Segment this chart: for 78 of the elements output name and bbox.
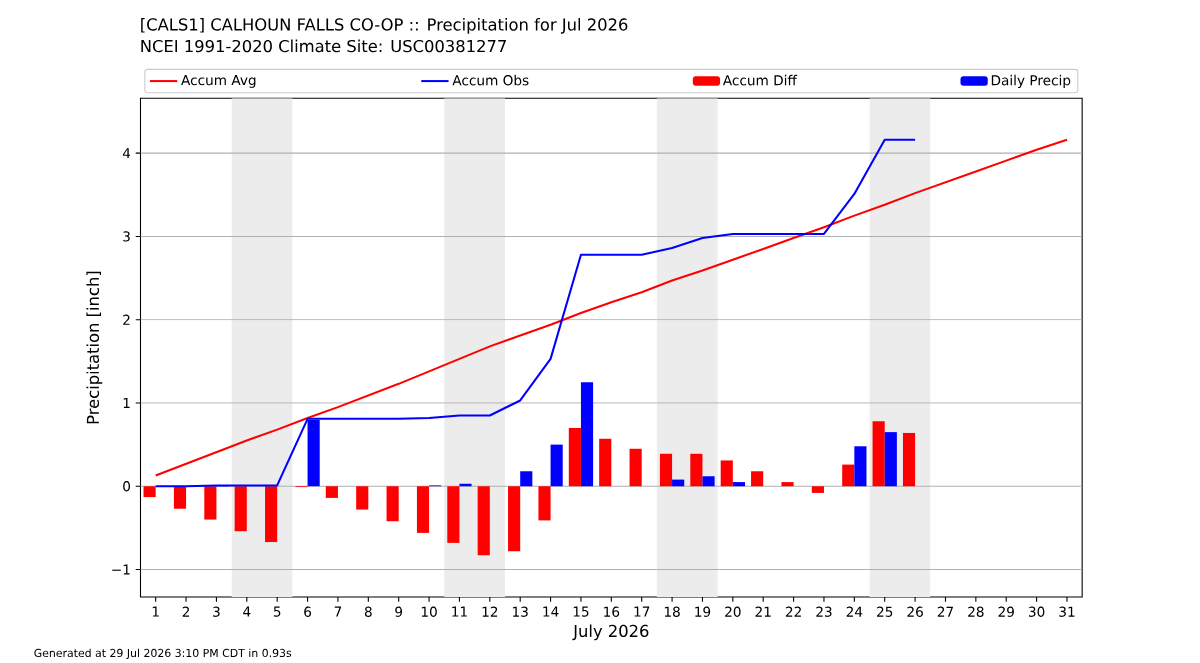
bar	[143, 486, 156, 498]
bar	[538, 486, 551, 521]
x-tick-label: 5	[273, 606, 281, 617]
x-tick-label: 2	[182, 606, 190, 617]
bar	[204, 486, 217, 520]
x-tick-label: 21	[755, 606, 771, 617]
x-tick-label: 7	[334, 606, 342, 617]
x-tick-label: 17	[634, 606, 650, 617]
x-tick-label: 4	[243, 606, 251, 617]
chart-title: [CALS1] CALHOUN FALLS CO-OP :: Precipitation for Jul 2026	[141, 18, 628, 34]
bar	[629, 448, 642, 487]
x-tick-label: 14	[543, 606, 559, 617]
x-tick-label: 9	[395, 606, 403, 618]
legend-label: Accum Avg	[181, 75, 256, 88]
y-tick-label: 1	[123, 398, 130, 409]
x-tick-label: 27	[937, 606, 953, 617]
text: Generated at 29 Jul 2026 3:10 PM CDT in 0.93s	[34, 648, 292, 660]
bar	[580, 382, 594, 487]
y-tick-label: 0	[123, 481, 131, 492]
x-tick-label: 26	[907, 606, 923, 618]
bar	[872, 421, 885, 487]
x-tick-label: 1	[152, 606, 159, 617]
x-tick-label: 24	[846, 606, 863, 617]
x-tick-label: 25	[877, 606, 893, 618]
bar	[356, 486, 369, 510]
bar	[720, 460, 733, 487]
x-tick-label: 6	[304, 606, 312, 618]
bar	[884, 432, 897, 487]
legend-label: Accum Diff	[722, 74, 798, 86]
x-tick-label: 23	[816, 606, 832, 618]
bar	[781, 482, 794, 487]
bar	[447, 486, 460, 543]
bar	[902, 433, 916, 487]
x-tick-label: 15	[573, 606, 589, 617]
bar	[265, 486, 278, 543]
bar	[732, 482, 745, 487]
x-axis-title: July 2026	[572, 624, 649, 641]
y-tick-label: −1	[112, 564, 130, 575]
bar	[477, 486, 490, 556]
x-tick-label: 18	[664, 606, 680, 618]
bar	[811, 486, 824, 494]
y-axis-title: Precipitation [inch]	[86, 271, 103, 424]
bar	[234, 486, 247, 532]
x-tick-label: 12	[482, 606, 498, 617]
x-tick-label: 3	[213, 606, 220, 618]
bar	[520, 471, 533, 487]
x-tick-label: 31	[1059, 606, 1075, 618]
x-tick-label: 30	[1028, 606, 1045, 618]
x-tick-label: 16	[604, 606, 620, 618]
y-tick-label: 4	[122, 148, 131, 159]
bar	[568, 428, 581, 487]
x-tick-label: 8	[364, 606, 372, 618]
bar	[842, 464, 855, 487]
x-tick-label: 19	[695, 606, 711, 618]
legend-label: Daily Precip	[991, 74, 1071, 89]
bar	[386, 486, 399, 522]
bar	[416, 486, 430, 533]
bar	[599, 438, 612, 487]
x-tick-label: 22	[785, 606, 801, 617]
x-tick-label: 28	[968, 606, 984, 618]
bar	[173, 486, 187, 509]
bar	[690, 453, 703, 487]
y-tick-label: 3	[123, 231, 130, 242]
bar	[659, 453, 673, 487]
bar	[550, 444, 563, 487]
bar	[702, 476, 715, 487]
bar	[508, 486, 521, 552]
chart-subtitle: NCEI 1991-2020 Climate Site: USC00381277	[141, 39, 506, 53]
x-tick-label: 10	[421, 606, 437, 618]
bar	[751, 471, 764, 487]
x-tick-label: 20	[725, 606, 741, 618]
bar	[854, 446, 867, 487]
x-tick-label: 13	[513, 606, 528, 618]
legend-label: Accum Obs	[452, 74, 529, 86]
x-tick-label: 11	[452, 606, 467, 617]
y-tick-label: 2	[123, 314, 130, 325]
bar	[325, 486, 338, 498]
x-tick-label: 29	[998, 606, 1014, 618]
